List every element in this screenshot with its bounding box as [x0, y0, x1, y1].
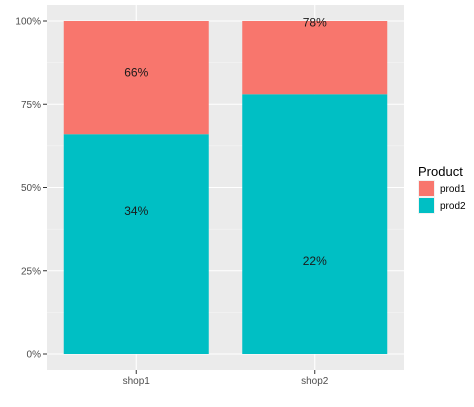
y-tick-label: 50% [21, 183, 41, 194]
bar-segment-prod2-shop1 [63, 134, 209, 354]
legend-swatch-prod1 [419, 181, 434, 196]
bar-label: 22% [303, 254, 327, 268]
y-tick-label: 0% [27, 350, 42, 361]
y-tick-label: 25% [21, 266, 41, 277]
bars [63, 21, 388, 354]
bar-segment-prod1-shop1 [63, 21, 209, 135]
bar-labels: 66% 34% 78% 22% [124, 16, 327, 268]
bar-label: 34% [124, 204, 148, 218]
bar-label: 66% [124, 66, 148, 80]
y-tick-label: 100% [15, 17, 41, 28]
legend: Product prod1 prod2 [418, 164, 466, 214]
x-axis: shop1 shop2 [123, 370, 329, 387]
legend-title: Product [418, 164, 463, 179]
y-axis: 0% 25% 50% 75% 100% [15, 17, 47, 361]
bar-label: 78% [303, 16, 327, 30]
legend-label-prod2: prod2 [440, 201, 466, 212]
x-tick-label: shop2 [301, 376, 329, 387]
y-tick-label: 75% [21, 100, 41, 111]
legend-swatch-prod2 [419, 198, 434, 213]
legend-label-prod1: prod1 [440, 184, 466, 195]
bar-segment-prod2-shop2 [242, 94, 388, 354]
x-tick-label: shop1 [123, 376, 151, 387]
bar-segment-prod1-shop2 [242, 21, 388, 95]
